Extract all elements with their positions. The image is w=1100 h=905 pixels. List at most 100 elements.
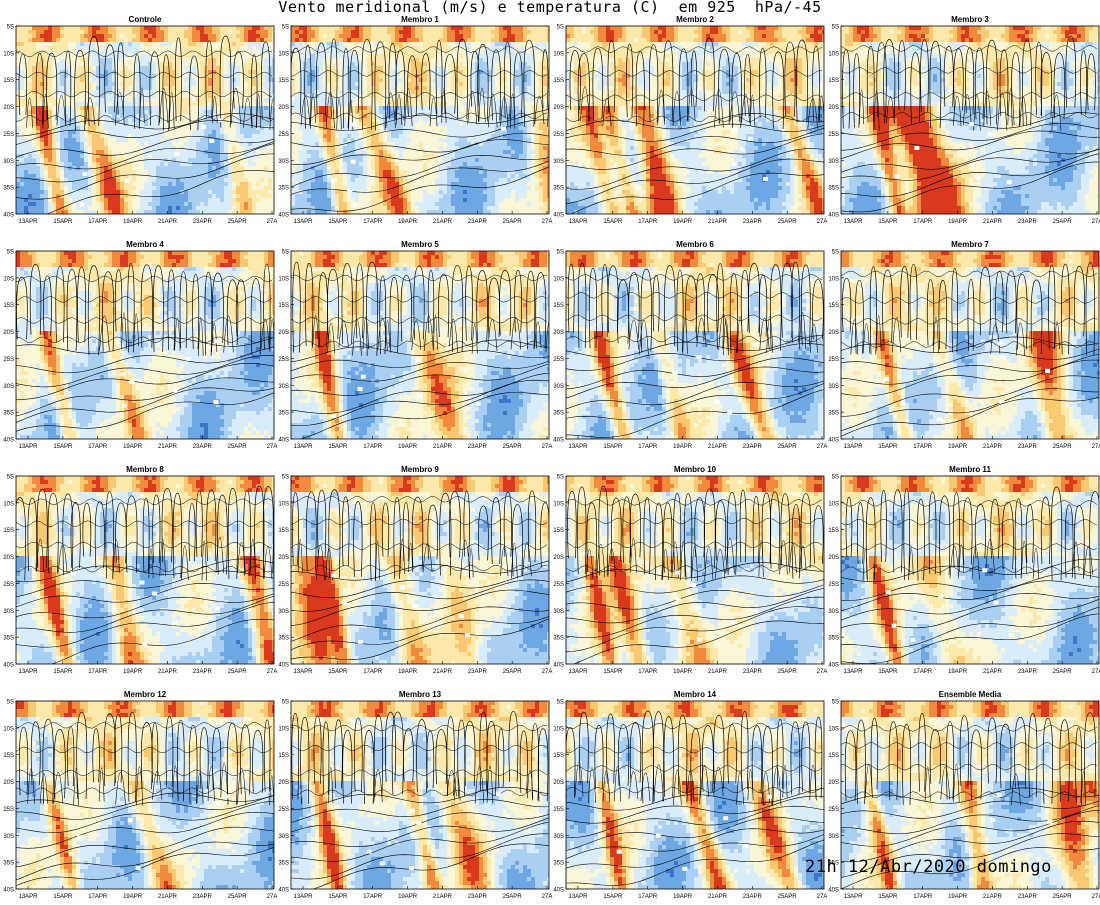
x-tick-label: 25APR <box>503 444 523 450</box>
y-tick-label: 15S <box>553 78 564 84</box>
y-tick-label: 10S <box>278 726 289 732</box>
y-tick-label: 15S <box>278 753 289 759</box>
x-tick-label: 17APR <box>363 219 383 225</box>
y-tick-label: 35S <box>553 636 564 642</box>
x-tick-label: 21APR <box>158 444 178 450</box>
x-tick-label: 23APR <box>193 894 213 900</box>
x-tick-label: 21APR <box>433 894 453 900</box>
y-tick-label: 35S <box>3 861 14 867</box>
y-tick-label: 30S <box>3 384 14 390</box>
y-tick-label: 10S <box>3 726 14 732</box>
y-tick-label: 20S <box>828 780 839 786</box>
y-tick-label: 5S <box>557 475 564 481</box>
y-tick-label: 40S <box>278 213 289 219</box>
x-tick-label: 13APR <box>18 894 38 900</box>
panel-title: Membro 1 <box>401 15 439 24</box>
y-tick-label: 5S <box>832 475 839 481</box>
y-tick-label: 35S <box>3 636 14 642</box>
y-tick-label: 25S <box>278 357 289 363</box>
y-tick-label: 40S <box>553 888 564 894</box>
y-tick-label: 5S <box>282 475 289 481</box>
x-tick-label: 17APR <box>638 444 658 450</box>
y-tick-label: 10S <box>828 51 839 57</box>
panel-title: Membro 3 <box>951 15 989 24</box>
x-tick-label: 19APR <box>673 444 693 450</box>
x-tick-label: 21APR <box>708 444 728 450</box>
y-tick-label: 5S <box>832 25 839 31</box>
y-tick-label: 35S <box>553 186 564 192</box>
y-tick-label: 15S <box>828 78 839 84</box>
y-tick-label: 5S <box>7 475 14 481</box>
panel-title: Membro 4 <box>126 240 164 249</box>
y-tick-label: 20S <box>3 330 14 336</box>
panel-title: Membro 5 <box>401 240 439 249</box>
y-tick-label: 40S <box>553 438 564 444</box>
y-tick-label: 40S <box>3 663 14 669</box>
x-tick-label: 15APR <box>53 669 73 675</box>
y-tick-label: 10S <box>553 501 564 507</box>
y-tick-label: 40S <box>3 438 14 444</box>
x-tick-label: 25APR <box>228 669 248 675</box>
x-tick-label: 23APR <box>468 444 488 450</box>
y-tick-label: 25S <box>553 582 564 588</box>
x-tick-label: 21APR <box>158 894 178 900</box>
x-tick-label: 17APR <box>638 669 658 675</box>
x-tick-label: 21APR <box>708 219 728 225</box>
y-tick-label: 40S <box>3 213 14 219</box>
x-tick-label: 13APR <box>843 444 863 450</box>
y-tick-label: 30S <box>3 159 14 165</box>
x-tick-label: 23APR <box>193 669 213 675</box>
x-tick-label: 13APR <box>843 669 863 675</box>
x-tick-label: 15APR <box>328 669 348 675</box>
y-tick-label: 30S <box>828 159 839 165</box>
y-tick-label: 5S <box>832 700 839 706</box>
y-tick-label: 30S <box>828 384 839 390</box>
x-tick-label: 25APR <box>1053 894 1073 900</box>
y-tick-label: 30S <box>553 384 564 390</box>
x-tick-label: 21APR <box>983 894 1003 900</box>
x-tick-label: 13APR <box>568 444 588 450</box>
y-tick-label: 20S <box>828 330 839 336</box>
y-tick-label: 20S <box>278 330 289 336</box>
x-tick-label: 25APR <box>778 219 798 225</box>
x-tick-label: 21APR <box>708 669 728 675</box>
y-tick-label: 20S <box>553 780 564 786</box>
y-tick-label: 10S <box>278 51 289 57</box>
x-tick-label: 23APR <box>468 894 488 900</box>
x-tick-label: 13APR <box>18 669 38 675</box>
x-tick-label: 17APR <box>363 444 383 450</box>
x-tick-label: 27A <box>1092 219 1100 225</box>
x-tick-label: 23APR <box>743 219 763 225</box>
x-tick-label: 23APR <box>1018 669 1038 675</box>
y-tick-label: 30S <box>3 609 14 615</box>
x-tick-label: 23APR <box>1018 894 1038 900</box>
x-tick-label: 25APR <box>503 894 523 900</box>
x-tick-label: 21APR <box>708 894 728 900</box>
y-tick-label: 15S <box>553 303 564 309</box>
y-tick-label: 15S <box>828 753 839 759</box>
x-tick-label: 25APR <box>228 444 248 450</box>
x-tick-label: 21APR <box>433 669 453 675</box>
y-tick-label: 15S <box>828 528 839 534</box>
x-tick-label: 21APR <box>158 219 178 225</box>
x-tick-label: 25APR <box>228 894 248 900</box>
y-tick-label: 10S <box>828 276 839 282</box>
x-tick-label: 19APR <box>398 894 418 900</box>
y-tick-label: 40S <box>553 663 564 669</box>
y-tick-label: 35S <box>278 411 289 417</box>
y-tick-label: 10S <box>3 276 14 282</box>
x-tick-label: 25APR <box>503 219 523 225</box>
y-tick-label: 40S <box>828 438 839 444</box>
y-tick-label: 25S <box>278 132 289 138</box>
y-tick-label: 30S <box>553 159 564 165</box>
x-tick-label: 19APR <box>948 894 968 900</box>
y-tick-label: 5S <box>282 700 289 706</box>
panel-title: Membro 2 <box>676 15 714 24</box>
panel-title: Membro 12 <box>124 690 167 699</box>
x-tick-label: 17APR <box>913 669 933 675</box>
